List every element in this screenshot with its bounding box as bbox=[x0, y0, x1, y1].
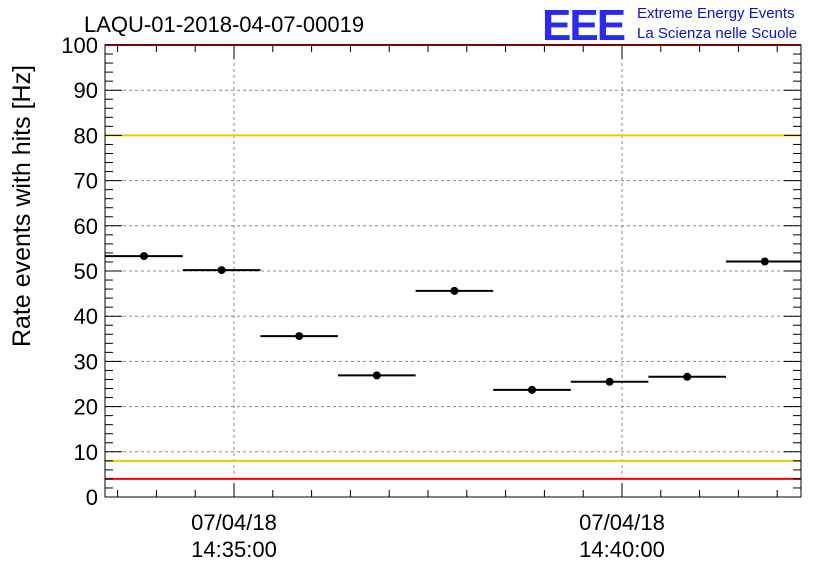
y-tick-label: 80 bbox=[74, 123, 98, 148]
x-tick-label-time: 14:40:00 bbox=[579, 537, 665, 562]
logo-line-2: La Scienza nelle Scuole bbox=[637, 25, 797, 42]
y-tick-label: 40 bbox=[74, 304, 98, 329]
data-point-marker bbox=[217, 266, 226, 275]
y-tick-labels: 0 10 20 30 40 50 60 70 80 90 100 bbox=[61, 33, 98, 510]
y-tick-label: 90 bbox=[74, 78, 98, 103]
plot-frame bbox=[104, 44, 802, 498]
y-tick-label: 0 bbox=[86, 485, 98, 510]
logo-mark: EEE bbox=[542, 1, 625, 50]
data-point-marker bbox=[605, 377, 614, 386]
y-tick-label: 60 bbox=[74, 214, 98, 239]
x-tick-label-time: 14:35:00 bbox=[191, 537, 277, 562]
y-tick-label: 100 bbox=[61, 33, 98, 58]
x-tick-label-date: 07/04/18 bbox=[191, 510, 277, 535]
y-tick-label: 50 bbox=[74, 259, 98, 284]
x-tick-label-date: 07/04/18 bbox=[579, 510, 665, 535]
chart-title: LAQU-01-2018-04-07-00019 bbox=[84, 12, 364, 37]
y-tick-label: 30 bbox=[74, 349, 98, 374]
y-tick-label: 10 bbox=[74, 440, 98, 465]
data-point-marker bbox=[372, 371, 381, 380]
reference-lines bbox=[105, 44, 801, 480]
y-tick-label: 70 bbox=[74, 169, 98, 194]
y-axis-title: Rate events with hits [Hz] bbox=[8, 65, 36, 347]
data-point-marker bbox=[295, 332, 304, 341]
data-point-marker bbox=[140, 252, 148, 261]
data-point-marker bbox=[528, 385, 536, 394]
y-tick-label: 20 bbox=[74, 395, 98, 420]
data-point-marker bbox=[683, 372, 692, 381]
data-points bbox=[105, 252, 801, 394]
logo-line-1: Extreme Energy Events bbox=[637, 5, 795, 22]
data-point-marker bbox=[450, 286, 459, 295]
data-point-marker bbox=[760, 257, 769, 266]
eee-logo: EEE Extreme Energy Events La Scienza nel… bbox=[542, 1, 797, 50]
